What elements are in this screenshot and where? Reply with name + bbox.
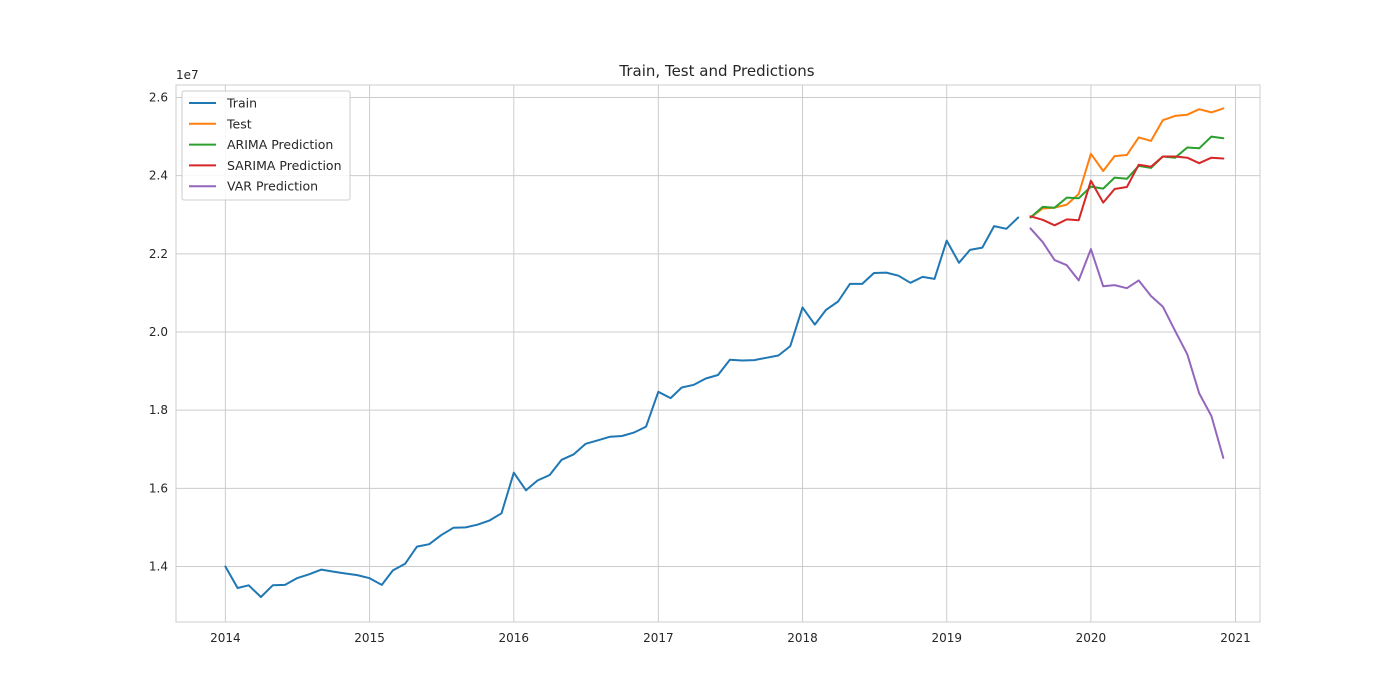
- legend-item: SARIMA Prediction: [189, 158, 342, 173]
- series-line-arima-prediction: [1029, 135, 1225, 219]
- legend-item: ARIMA Prediction: [189, 137, 333, 152]
- legend-label: SARIMA Prediction: [227, 158, 342, 173]
- y-axis-multiplier: 1e7: [176, 68, 199, 82]
- x-tick-label: 2019: [931, 631, 962, 645]
- legend-label: VAR Prediction: [227, 179, 318, 194]
- plot-area: [175, 84, 1261, 623]
- legend-item: Test: [189, 116, 252, 131]
- y-tick-label: 1.6: [149, 481, 168, 495]
- series-line-test: [1029, 107, 1225, 219]
- y-tick-label: 2.4: [149, 169, 168, 183]
- y-tick-label: 2.0: [149, 325, 168, 339]
- x-tick-label: 2016: [498, 631, 529, 645]
- series-lines: [224, 107, 1225, 598]
- legend-item: VAR Prediction: [189, 179, 318, 194]
- x-tick-label: 2014: [210, 631, 241, 645]
- y-gridlines: [176, 97, 1260, 568]
- series-line-train: [224, 216, 1020, 598]
- legend: Train Test ARIMA Prediction SARIMA Predicti…: [181, 90, 351, 201]
- x-tick-label: 2020: [1076, 631, 1107, 645]
- x-gridlines: [224, 85, 1237, 622]
- y-tick-label: 2.2: [149, 247, 168, 261]
- y-tick-label: 1.4: [149, 560, 168, 574]
- x-axis-ticks: 2014 2015 2016 2017 2018 2019 2020 2021: [210, 631, 1251, 645]
- y-axis-ticks: 1.4 1.6 1.8 2.0 2.2 2.4 2.6: [149, 91, 168, 574]
- y-tick-label: 1.8: [149, 403, 168, 417]
- legend-label: ARIMA Prediction: [227, 137, 333, 152]
- series-line-var-prediction: [1029, 227, 1225, 459]
- y-tick-label: 2.6: [149, 91, 168, 105]
- legend-box: [181, 90, 351, 201]
- x-tick-label: 2015: [354, 631, 385, 645]
- x-tick-label: 2017: [643, 631, 674, 645]
- legend-label: Train: [226, 96, 257, 111]
- legend-item: Train: [189, 96, 257, 111]
- x-tick-label: 2018: [787, 631, 818, 645]
- plot-background: [176, 85, 1260, 622]
- x-tick-label: 2021: [1220, 631, 1251, 645]
- chart-title: Train, Test and Predictions: [618, 62, 814, 80]
- legend-label: Test: [226, 116, 252, 131]
- series-line-sarima-prediction: [1029, 155, 1225, 227]
- plot-frame: [175, 84, 1261, 623]
